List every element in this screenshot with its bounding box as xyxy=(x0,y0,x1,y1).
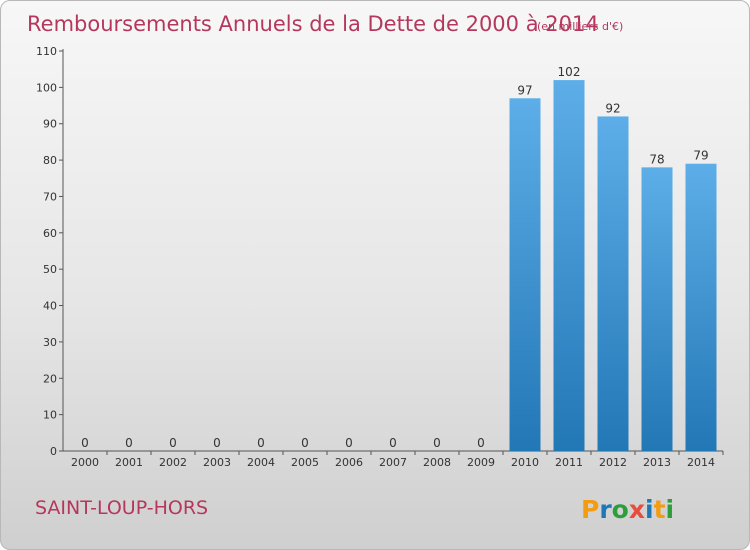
y-tick-label: 110 xyxy=(36,45,57,58)
data-label: 0 xyxy=(301,436,309,450)
logo-letter: i xyxy=(645,495,654,524)
x-tick-label: 2013 xyxy=(643,456,671,469)
x-tick-label: 2010 xyxy=(511,456,539,469)
logo-letter: t xyxy=(654,495,666,524)
data-label: 0 xyxy=(125,436,133,450)
x-tick-label: 2008 xyxy=(423,456,451,469)
data-label: 0 xyxy=(81,436,89,450)
logo-letter: o xyxy=(612,495,629,524)
y-tick-label: 30 xyxy=(43,336,57,349)
bar xyxy=(509,98,541,451)
y-tick-label: 40 xyxy=(43,300,57,313)
x-tick-label: 2002 xyxy=(159,456,187,469)
y-tick-label: 80 xyxy=(43,154,57,167)
y-tick-label: 70 xyxy=(43,190,57,203)
bar xyxy=(553,80,585,451)
data-label: 0 xyxy=(169,436,177,450)
y-tick-label: 10 xyxy=(43,409,57,422)
data-label: 92 xyxy=(605,101,620,115)
x-tick-label: 2003 xyxy=(203,456,231,469)
x-tick-label: 2000 xyxy=(71,456,99,469)
logo-letter: r xyxy=(599,495,612,524)
chart-unit-label: (en milliers d'€) xyxy=(537,20,623,33)
bars-group: 0 0 0 0 0 0 0 0 0 0 97 102 92 78 79 xyxy=(81,65,717,452)
x-tick-label: 2001 xyxy=(115,456,143,469)
logo-letter: i xyxy=(666,495,675,524)
x-tick-label: 2005 xyxy=(291,456,319,469)
x-tick-label: 2007 xyxy=(379,456,407,469)
proxiti-logo: Proxiti xyxy=(581,495,674,524)
data-label: 78 xyxy=(649,152,664,166)
data-label: 0 xyxy=(345,436,353,450)
logo-letter: x xyxy=(629,495,645,524)
x-tick-label: 2009 xyxy=(467,456,495,469)
data-label: 0 xyxy=(477,436,485,450)
y-tick-label: 60 xyxy=(43,227,57,240)
bar xyxy=(597,116,629,452)
x-tick-label: 2011 xyxy=(555,456,583,469)
x-tick-label: 2014 xyxy=(687,456,715,469)
chart-title: Remboursements Annuels de la Dette de 20… xyxy=(27,12,599,36)
y-tick-label: 100 xyxy=(36,81,57,94)
y-tick-label: 90 xyxy=(43,118,57,131)
data-label: 0 xyxy=(213,436,221,450)
bar xyxy=(641,167,673,451)
y-tick-label: 20 xyxy=(43,372,57,385)
data-label: 0 xyxy=(433,436,441,450)
data-label: 0 xyxy=(389,436,397,450)
data-label: 97 xyxy=(517,83,532,97)
data-label: 102 xyxy=(558,65,581,79)
logo-letter: P xyxy=(581,495,599,524)
bar xyxy=(685,163,717,451)
data-label: 0 xyxy=(257,436,265,450)
y-tick-label: 50 xyxy=(43,263,57,276)
x-tick-label: 2006 xyxy=(335,456,363,469)
x-tick-label: 2012 xyxy=(599,456,627,469)
data-label: 79 xyxy=(693,149,708,163)
commune-name: SAINT-LOUP-HORS xyxy=(35,497,208,519)
y-tick-label: 0 xyxy=(50,445,57,458)
x-tick-label: 2004 xyxy=(247,456,275,469)
